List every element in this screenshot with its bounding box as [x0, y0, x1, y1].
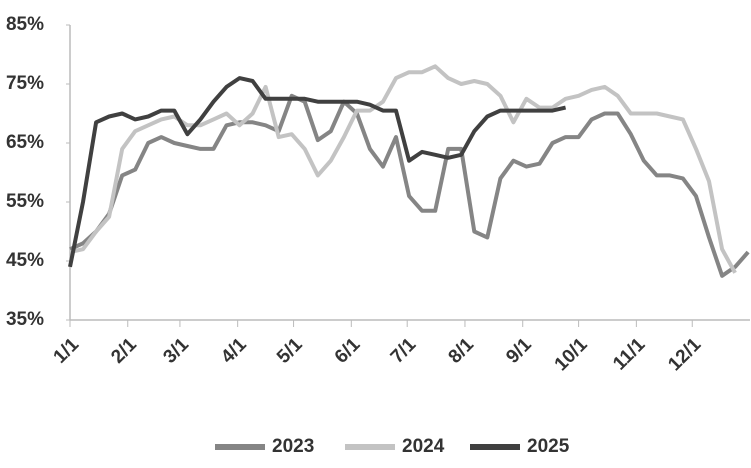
x-tick-label: 11/1 [609, 334, 650, 375]
series-line [68, 76, 567, 268]
legend-label: 2024 [402, 436, 445, 457]
x-tick-label: 9/1 [502, 334, 536, 368]
x-tick-label: 2/1 [107, 334, 141, 368]
x-tick-label: 10/1 [551, 334, 592, 375]
x-tick-label: 1/1 [50, 334, 84, 368]
x-tick-label: 5/1 [273, 334, 307, 368]
x-tick-label: 4/1 [217, 334, 251, 368]
y-tick-label: 65% [6, 132, 44, 153]
x-tick-label: 7/1 [387, 334, 421, 368]
x-tick-label: 12/1 [664, 334, 705, 375]
x-tick-label: 6/1 [331, 334, 365, 368]
x-tick-label: 8/1 [445, 334, 479, 368]
y-tick-label: 55% [6, 191, 44, 212]
y-tick-label: 75% [6, 73, 44, 94]
series-line [69, 93, 750, 278]
legend-label: 2023 [272, 436, 314, 457]
legend-label: 2025 [527, 436, 570, 457]
y-tick-label: 85% [6, 14, 44, 35]
y-tick-label: 35% [6, 309, 44, 330]
y-tick-label: 45% [6, 250, 44, 271]
x-tick-label: 3/1 [159, 334, 193, 368]
